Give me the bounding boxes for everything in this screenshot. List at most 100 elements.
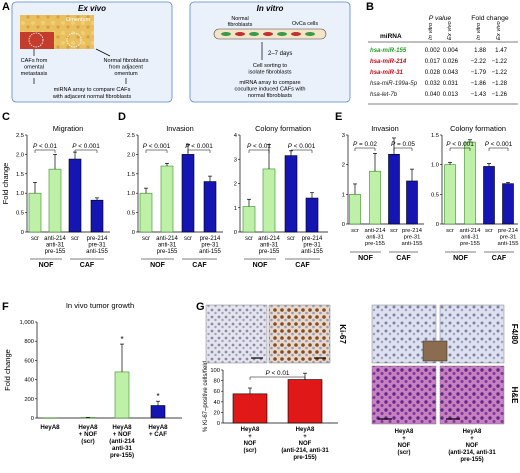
group-label: NOF bbox=[39, 262, 55, 269]
category-label: anti-31 bbox=[158, 243, 177, 249]
sorting-text-1: Cell sorting to bbox=[253, 63, 287, 69]
y-tick-label: 0 bbox=[132, 230, 135, 236]
category-label: pre-214 bbox=[402, 228, 423, 234]
caf-circle bbox=[28, 32, 44, 48]
y-tick-label: 2.0 bbox=[16, 152, 24, 158]
y-tick-label: 2.5 bbox=[127, 133, 135, 139]
category-label: scr bbox=[184, 236, 192, 242]
y-tick-label: 1.0 bbox=[431, 163, 439, 169]
ovca-cells-label: OvCa cells bbox=[292, 21, 318, 27]
p-value-label: P < 0.01 bbox=[266, 370, 290, 377]
category-label: pre-155) bbox=[110, 452, 134, 459]
category-label: anti-155 bbox=[199, 249, 221, 255]
mirna-name: hsa-miR-199a-5p bbox=[370, 80, 418, 87]
panel-label-a: A bbox=[2, 1, 10, 13]
bar bbox=[139, 192, 153, 233]
bar bbox=[68, 158, 82, 233]
category-label: anti-214 bbox=[156, 236, 178, 242]
category-label: pre-214 bbox=[302, 236, 323, 242]
table-cell: 1.47 bbox=[495, 47, 507, 54]
p-value-label: P < 0.01 bbox=[33, 143, 57, 150]
group-label: CAF bbox=[492, 255, 507, 262]
group-label: CAF bbox=[295, 262, 310, 269]
category-label: scr bbox=[71, 236, 79, 242]
right-label-2-l1: HeyA8 bbox=[463, 429, 482, 435]
table-cell: −1.22 bbox=[492, 69, 508, 76]
p-value-label: P < 0.001 bbox=[446, 141, 474, 148]
category-label: HeyA8 bbox=[40, 424, 60, 431]
category-label: + CAF bbox=[149, 431, 167, 438]
category-label: anti-31 bbox=[461, 235, 479, 241]
category-label: pre-31 bbox=[201, 243, 219, 249]
pvalue-header: P value bbox=[429, 15, 452, 22]
he-treated-image bbox=[439, 365, 505, 425]
y-tick-label: 800 bbox=[24, 339, 34, 345]
panel-b-mirna-table: P value Fold change In vitro Ex vivo In … bbox=[368, 15, 518, 105]
table-cell: 0.028 bbox=[425, 69, 441, 76]
bar bbox=[90, 199, 104, 233]
y-tick-label: 1.0 bbox=[127, 191, 135, 197]
panel-label-f: F bbox=[2, 301, 9, 313]
table-cell: 0.032 bbox=[425, 80, 441, 87]
bar bbox=[287, 379, 323, 424]
category-label: anti-214 bbox=[44, 236, 66, 242]
group-label: CAF bbox=[80, 262, 95, 269]
category-label: scr bbox=[390, 228, 398, 234]
bar bbox=[406, 180, 418, 225]
category-label: scr bbox=[287, 236, 295, 242]
he-scr-image bbox=[371, 365, 437, 425]
chart-c-migration: 0 0.5 1.0 1.5 2.0 2.5 Migration Fold change P < … bbox=[1, 124, 110, 269]
col-ex-vivo-fc: Ex vivo bbox=[496, 21, 502, 40]
f480-treated-image bbox=[439, 304, 505, 364]
days-label: 2–7 days bbox=[268, 51, 292, 57]
nf-arrow bbox=[95, 48, 111, 57]
category-label: HeyA8 bbox=[78, 424, 98, 431]
category-label: (anti-214 bbox=[109, 438, 135, 445]
y-tick-label: 0 bbox=[436, 222, 439, 228]
bar bbox=[388, 153, 400, 225]
chart-e-colony: 0 0.5 1.0 1.5 Colony formation P < 0.001 P < 0… bbox=[431, 124, 519, 262]
category-label: (scr) bbox=[243, 448, 256, 454]
category-label: pre-155 bbox=[460, 241, 480, 247]
in-vitro-title: In vitro bbox=[257, 4, 284, 13]
y-tick-label: 600 bbox=[24, 358, 34, 364]
sorting-text-2: isolate fibroblasts bbox=[248, 70, 291, 76]
y-tick-label: 3 bbox=[234, 157, 237, 163]
table-cell: 0.043 bbox=[443, 69, 459, 76]
col-ex-vivo-p: Ex vivo bbox=[447, 21, 453, 40]
bar bbox=[28, 192, 42, 233]
p-value-label: P < 0.001 bbox=[143, 143, 171, 150]
right-label-1-l4: (scr) bbox=[397, 450, 410, 456]
metastasis-region bbox=[20, 32, 54, 49]
chart-title: Colony formation bbox=[255, 124, 311, 133]
right-label-2-l2: + bbox=[470, 436, 474, 442]
y-axis-label: % Ki-67–positive cells/field bbox=[203, 361, 209, 432]
y-tick-label: 80 bbox=[214, 379, 220, 385]
group-label: NOF bbox=[253, 262, 269, 269]
y-tick-label: 200 bbox=[24, 397, 34, 403]
y-tick-label: 20 bbox=[214, 410, 220, 416]
group-label: NOF bbox=[150, 262, 166, 269]
category-label: anti-155 bbox=[86, 249, 108, 255]
chart-d-colony: 0 1 2 3 4 Colony formation P < 0.01 P < 0.001 sc… bbox=[234, 124, 328, 269]
chart-title: Migration bbox=[53, 124, 83, 133]
y-tick-label: 3 bbox=[342, 133, 345, 139]
bar bbox=[483, 166, 495, 225]
chart-title: Invasion bbox=[166, 124, 194, 133]
in-vitro-box bbox=[189, 1, 351, 103]
table-cell: 0.002 bbox=[425, 47, 441, 54]
table-cell: 0.017 bbox=[425, 58, 441, 65]
category-label: + NOF bbox=[113, 431, 132, 438]
table-cell: −1.26 bbox=[492, 91, 508, 98]
invitro-bottom-3: normal fibroblasts bbox=[248, 93, 292, 99]
p-value-label: P < 0.01 bbox=[247, 143, 271, 150]
category-label: pre-31 bbox=[404, 235, 421, 241]
group-label: NOF bbox=[358, 255, 374, 262]
y-tick-label: 400 bbox=[24, 378, 34, 384]
y-tick-label: 0.5 bbox=[16, 211, 24, 217]
group-label: NOF bbox=[453, 255, 469, 262]
ki67-label: Ki-67 bbox=[338, 324, 347, 344]
table-cell: 0.026 bbox=[443, 58, 459, 65]
